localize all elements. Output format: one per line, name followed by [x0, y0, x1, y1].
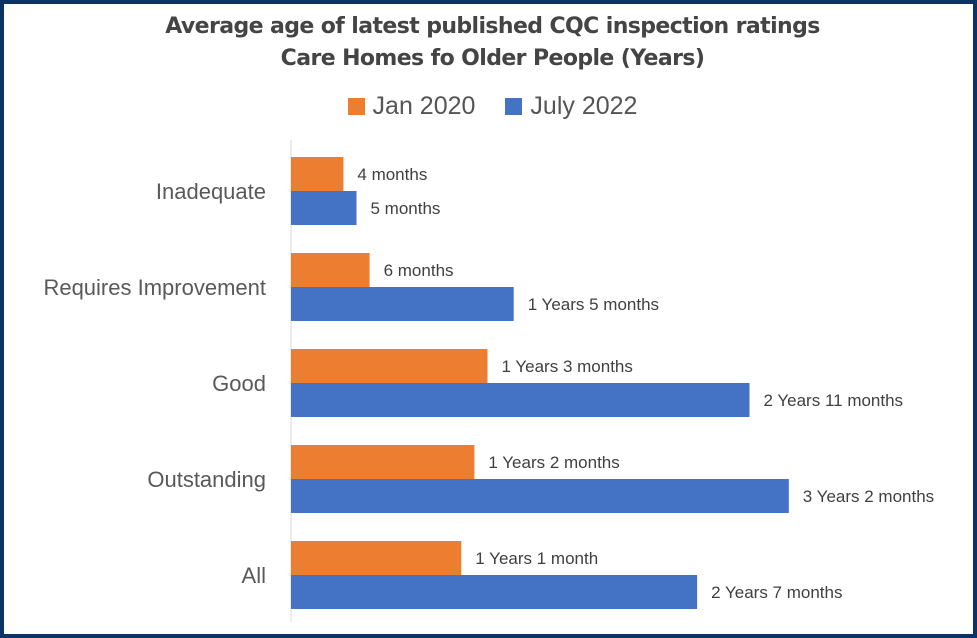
bar-jan-2020	[291, 253, 370, 287]
legend-item-jan-2020: Jan 2020	[347, 92, 476, 121]
data-label: 1 Years 2 months	[488, 453, 619, 472]
legend-swatch-july-2022	[505, 98, 523, 115]
legend-label-july-2022: July 2022	[530, 92, 638, 120]
chart-title: Average age of latest published CQC insp…	[165, 14, 820, 39]
data-label: 1 Years 5 months	[528, 295, 659, 314]
bar-jan-2020	[291, 157, 344, 191]
bar-jan-2020	[291, 541, 462, 575]
bar-july-2022	[291, 479, 789, 513]
category-label: All	[242, 563, 266, 588]
data-label: 2 Years 7 months	[711, 583, 842, 602]
bar-july-2022	[291, 191, 357, 225]
bar-july-2022	[291, 575, 698, 609]
bar-july-2022	[291, 383, 750, 417]
data-label: 2 Years 11 months	[764, 391, 904, 410]
plot-area: Inadequate 4 months 5 months Requires Impro…	[43, 140, 934, 622]
bar-jan-2020	[291, 349, 488, 383]
data-label: 1 Years 1 month	[475, 549, 598, 568]
legend-label-jan-2020: Jan 2020	[372, 92, 476, 120]
legend: Jan 2020 July 2022	[4, 92, 977, 121]
category-label: Inadequate	[156, 179, 266, 204]
chart-subtitle: Care Homes fo Older People (Years)	[280, 46, 705, 71]
legend-swatch-jan-2020	[347, 98, 365, 115]
category-label: Requires Improvement	[43, 275, 266, 300]
data-label: 5 months	[371, 199, 441, 218]
legend-item-july-2022: July 2022	[505, 92, 637, 121]
bar-jan-2020	[291, 445, 475, 479]
category-label: Outstanding	[147, 467, 266, 492]
bar-july-2022	[291, 287, 514, 321]
data-label: 1 Years 3 months	[502, 357, 633, 376]
data-label: 3 Years 2 months	[803, 487, 934, 506]
category-label: Good	[212, 371, 266, 396]
data-label: 6 months	[384, 261, 454, 280]
data-label: 4 months	[357, 165, 427, 184]
